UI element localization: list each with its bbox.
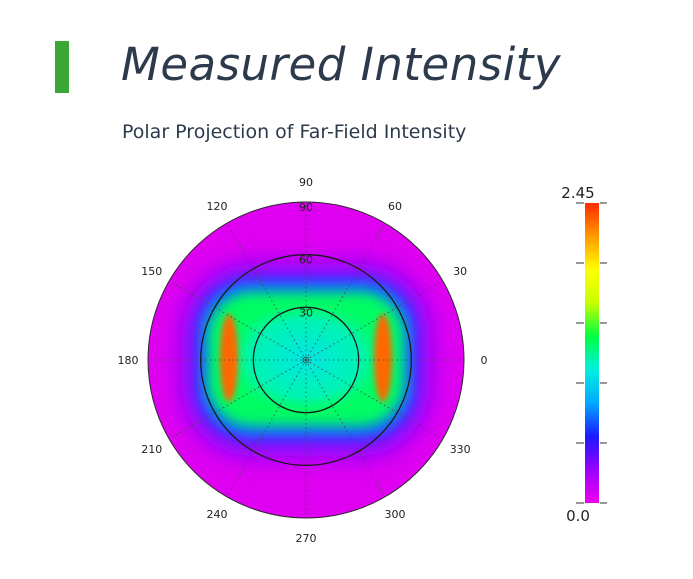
radial-tick-label: 90 bbox=[299, 201, 313, 214]
radial-grid-circle bbox=[200, 254, 412, 466]
polar-grid bbox=[147, 201, 465, 519]
angular-tick-label: 210 bbox=[141, 443, 162, 456]
polar-origin bbox=[302, 356, 310, 364]
angular-grid-spoke bbox=[305, 359, 444, 440]
angular-grid-spoke bbox=[305, 280, 444, 361]
angular-grid-spoke bbox=[168, 359, 307, 440]
angular-tick-label: 60 bbox=[388, 200, 402, 213]
angular-tick-label: 150 bbox=[141, 265, 162, 278]
angular-tick-label: 330 bbox=[450, 443, 471, 456]
angular-grid-spoke bbox=[226, 222, 307, 361]
region-center bbox=[226, 302, 386, 414]
colorbar: 2.45 0.0 bbox=[561, 184, 607, 525]
angular-grid-spoke bbox=[226, 359, 307, 498]
angular-grid-spoke bbox=[168, 280, 307, 361]
radial-tick-label: 60 bbox=[299, 254, 313, 267]
angular-grid-spoke bbox=[305, 359, 386, 498]
accent-bar bbox=[55, 41, 69, 93]
colorbar-gradient bbox=[585, 203, 599, 503]
colorbar-ticks bbox=[576, 202, 607, 504]
angular-tick-labels: 0 30 60 90 120 150 180 210 240 270 300 330 bbox=[118, 176, 488, 545]
angular-tick-label: 300 bbox=[385, 508, 406, 521]
colorbar-min-label: 0.0 bbox=[566, 507, 590, 525]
angular-tick-label: 120 bbox=[207, 200, 228, 213]
angular-grid-spoke bbox=[305, 222, 386, 361]
page-subtitle: Polar Projection of Far-Field Intensity bbox=[122, 121, 467, 143]
angular-tick-label: 270 bbox=[296, 532, 317, 545]
colorbar-max-label: 2.45 bbox=[561, 184, 594, 202]
radial-tick-labels: 30 60 90 bbox=[299, 201, 313, 319]
angular-tick-label: 180 bbox=[118, 354, 139, 367]
angular-tick-label: 0 bbox=[481, 354, 488, 367]
page-title: Measured Intensity bbox=[121, 38, 561, 91]
region-left-edge-peak bbox=[220, 314, 238, 402]
radial-tick-label: 30 bbox=[299, 306, 313, 319]
angular-tick-label: 90 bbox=[299, 176, 313, 189]
radial-grid-circle bbox=[252, 306, 360, 414]
region-right-edge-peak bbox=[374, 314, 392, 402]
angular-tick-label: 240 bbox=[207, 508, 228, 521]
angular-tick-label: 30 bbox=[453, 265, 467, 278]
